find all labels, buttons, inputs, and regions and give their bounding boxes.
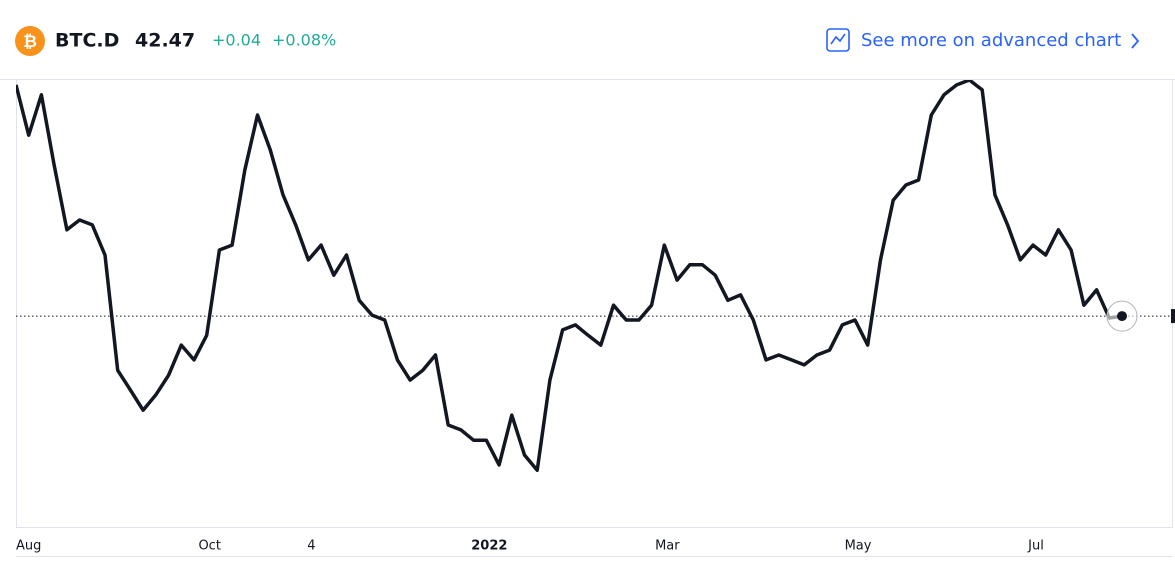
plot [16,80,1172,473]
link-text[interactable]: See more on advanced chart [861,30,1121,51]
last-point [1117,311,1127,322]
x-tick-label: Jul [1027,539,1044,554]
header: ₿ BTC.D 42.47 +0.04 +0.08% See more on a… [15,26,1140,56]
x-tick-label: Mar [655,539,680,554]
link-chevron [1131,33,1140,49]
x-tick-label: 2022 [471,539,507,554]
plot-frame [16,79,1173,528]
x-tick-label: 4 [307,539,315,554]
last-value-marker [1171,309,1175,324]
link-icon-line [830,33,846,45]
price: 42.47 [135,30,195,52]
symbol: BTC.D [55,30,119,52]
x-tick-label: May [845,539,872,554]
x-tick-label: Aug [16,539,41,554]
price-line [16,80,1123,473]
advanced-chart-link[interactable]: See more on advanced chart [826,28,1140,52]
coin-glyph: ₿ [23,32,37,52]
change-percent: +0.08% [272,31,336,50]
change: +0.04 [212,31,261,50]
x-tick-label: Oct [198,539,220,554]
coin-icon [15,26,45,56]
link-icon [826,28,850,52]
